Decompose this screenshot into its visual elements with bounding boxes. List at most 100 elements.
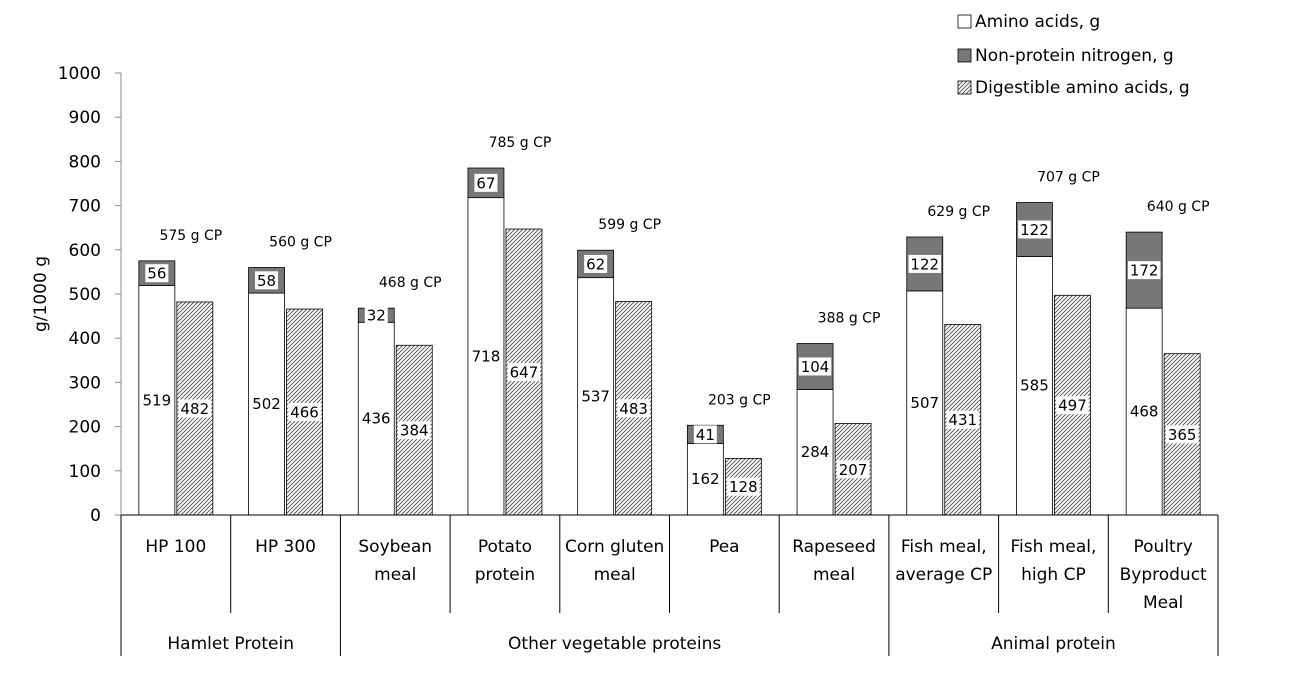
crude-protein-label: 629 g CP [927,204,990,220]
category-label: Pea [709,537,740,557]
data-label-digestible-amino-acids: 483 [619,400,648,418]
data-label-background [798,357,832,376]
y-tick-label: 500 [69,285,101,305]
category-label: Soybean meal [358,537,432,585]
legend: Amino acids, g Non-protein nitrogen, g Dig… [957,12,1190,98]
data-label-amino-acids: 585 [1020,377,1049,395]
bar-amino-acids [796,389,834,516]
bar-amino-acids [248,292,285,516]
category-label: Fish meal, average CP [895,537,992,585]
category-label: Rapeseed meal [792,537,876,585]
y-tick-label: 200 [69,418,101,438]
data-label-digestible-amino-acids: 431 [948,411,977,429]
data-label-amino-acids: 502 [252,395,281,413]
data-label-background [255,271,279,290]
data-label-non-protein-nitrogen: 56 [147,265,166,283]
data-label-background [617,399,650,418]
crude-protein-label: 388 g CP [818,311,881,327]
group-label: Animal protein [991,634,1116,654]
legend-swatch [957,14,972,29]
bar-amino-acids [138,285,176,516]
category-label: Poultry Byproduct Meal [1120,537,1207,613]
legend-swatch [957,80,972,95]
data-label-amino-acids: 468 [1130,403,1159,421]
data-label-background [946,410,979,429]
bar-amino-acids [1016,256,1053,516]
y-tick-label: 0 [90,506,101,526]
data-label-non-protein-nitrogen: 62 [586,255,605,273]
y-tick-label: 300 [69,373,101,393]
data-label-background [727,477,760,496]
crude-protein-label: 707 g CP [1037,170,1100,186]
crude-protein-label: 203 g CP [708,392,771,408]
data-label-non-protein-nitrogen: 122 [1020,221,1049,239]
category-label: HP 100 [145,537,206,557]
y-tick-label: 1000 [58,64,101,84]
crude-protein-label: 468 g CP [379,275,442,291]
data-label-background [474,173,498,192]
data-label-amino-acids: 162 [691,470,720,488]
bar-amino-acids [1125,307,1163,516]
crude-protein-label: 575 g CP [159,228,222,244]
data-label-non-protein-nitrogen: 104 [801,358,830,376]
data-label-background [908,254,941,273]
bar-amino-acids [906,290,944,516]
data-label-non-protein-nitrogen: 32 [367,307,386,325]
y-tick-label: 400 [69,329,101,349]
category-label: Corn gluten meal [565,537,664,585]
data-label-background [1165,425,1199,444]
y-tick-label: 800 [69,152,101,172]
data-label-amino-acids: 519 [143,391,172,409]
data-label-digestible-amino-acids: 128 [729,478,758,496]
data-label-background [584,254,608,273]
data-label-background [178,399,212,418]
data-label-non-protein-nitrogen: 67 [476,174,495,192]
y-tick-label: 100 [69,462,101,482]
data-label-amino-acids: 537 [581,387,610,405]
data-label-non-protein-nitrogen: 172 [1130,262,1159,280]
crude-protein-label: 599 g CP [598,217,661,233]
y-tick-label: 700 [69,197,101,217]
data-label-background [145,264,169,283]
group-label: Hamlet Protein [167,634,294,654]
data-label-digestible-amino-acids: 497 [1058,397,1087,415]
bar-amino-acids [357,321,395,516]
legend-label: Digestible amino acids, g [975,78,1190,98]
crude-protein-label: 785 g CP [489,135,552,151]
category-axis: HP 100 HP 300 Soybean meal Potato protein Corn… [120,514,1219,656]
data-label-non-protein-nitrogen: 122 [910,255,939,273]
data-label-digestible-amino-acids: 482 [181,400,210,418]
crude-protein-label: 560 g CP [269,234,332,250]
data-label-digestible-amino-acids: 384 [400,422,429,440]
data-label-non-protein-nitrogen: 41 [696,426,715,444]
data-label-background [836,460,870,479]
category-label: HP 300 [255,537,316,557]
data-label-background [1018,220,1051,239]
bar-amino-acids [467,197,505,516]
data-label-digestible-amino-acids: 365 [1168,426,1197,444]
data-label-amino-acids: 718 [472,347,501,365]
data-label-amino-acids: 507 [910,394,939,412]
data-label-background [507,363,541,382]
data-label-amino-acids: 436 [362,410,391,428]
data-label-background [1056,396,1089,415]
data-label-background [288,403,321,422]
data-label-digestible-amino-acids: 647 [510,364,539,382]
data-label-digestible-amino-acids: 207 [839,461,868,479]
y-tick-label: 600 [69,241,101,261]
data-label-background [693,425,717,444]
legend-label: Non-protein nitrogen, g [975,46,1174,66]
legend-swatch [957,48,972,63]
data-label-amino-acids: 284 [801,443,830,461]
y-tick-label: 900 [69,108,101,128]
y-axis-title: g/1000 g [31,256,51,332]
data-label-background [364,306,388,325]
data-label-non-protein-nitrogen: 58 [257,272,276,290]
legend-label: Amino acids, g [975,12,1100,32]
category-label: Potato protein [475,537,535,585]
category-label: Fish meal, high CP [1011,537,1097,585]
bar-amino-acids [686,442,724,516]
axes: 0 100 200 300 400 500 600 700 800 900 1000 g/1000 g [31,64,122,526]
bar-amino-acids [577,277,615,516]
